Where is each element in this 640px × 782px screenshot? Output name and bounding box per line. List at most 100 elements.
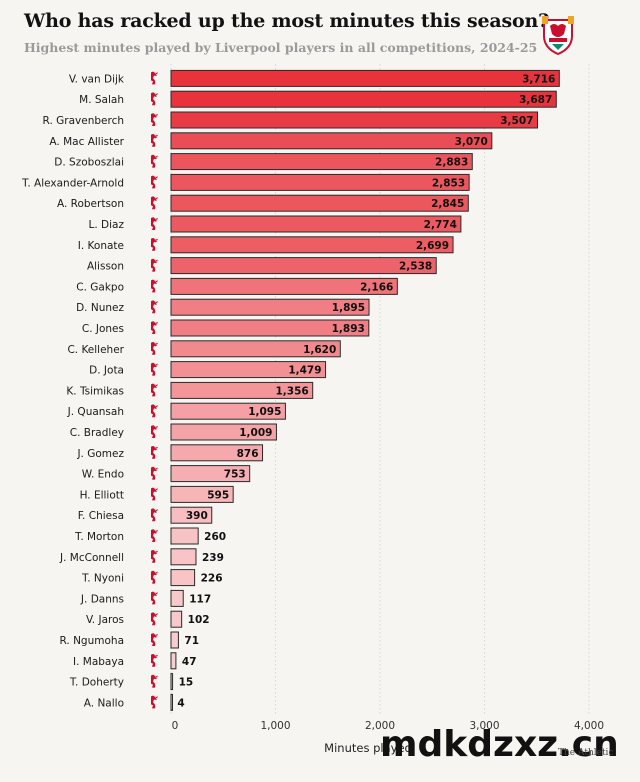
data-label: 1,095	[248, 406, 281, 418]
category-label: J. Quansah	[67, 406, 124, 418]
watermark: mdkdzxz.cn	[380, 724, 619, 765]
liverbird-icon	[151, 591, 158, 605]
liverbird-icon	[151, 674, 158, 688]
category-label: H. Elliott	[80, 489, 124, 501]
bar	[170, 631, 179, 649]
category-label: C. Gakpo	[76, 281, 124, 293]
liverbird-icon	[151, 654, 158, 667]
bar	[170, 381, 314, 399]
liverbird-icon	[151, 258, 158, 272]
liverbird-icon	[151, 487, 158, 501]
data-label: 3,070	[455, 136, 488, 148]
bar	[170, 506, 213, 524]
category-label: K. Tsimikas	[66, 385, 124, 397]
category-label: T. Morton	[74, 531, 124, 543]
data-label: 3,687	[519, 94, 552, 106]
data-label: 390	[186, 510, 208, 522]
liverbird-icon	[151, 279, 158, 293]
category-label: L. Diaz	[89, 219, 125, 231]
data-label: 1,479	[288, 365, 321, 377]
category-label: J. Gomez	[76, 448, 124, 460]
bar	[170, 153, 473, 171]
x-tick-label: 1,000	[260, 720, 290, 732]
category-label: T. Nyoni	[81, 573, 124, 585]
x-tick-label: 3,000	[469, 720, 499, 732]
data-label: 239	[202, 552, 224, 564]
data-label: 2,538	[399, 261, 432, 273]
x-tick-label: 2,000	[365, 720, 395, 732]
bar	[170, 236, 454, 254]
liverbird-icon	[151, 134, 158, 147]
data-label: 15	[179, 677, 194, 689]
liverbird-icon	[151, 570, 158, 584]
category-label: A. Nallo	[84, 697, 124, 709]
bar	[170, 610, 183, 628]
liverbird-icon	[151, 362, 158, 376]
category-label: R. Ngumoha	[59, 635, 124, 647]
liverbird-icon	[151, 154, 158, 168]
category-label: M. Salah	[79, 94, 124, 106]
x-axis-label: Minutes played	[324, 741, 412, 755]
data-label: 1,009	[239, 427, 272, 439]
chart-title: Who has racked up the most minutes this …	[24, 10, 550, 32]
data-label: 2,166	[360, 281, 393, 293]
data-label: 47	[182, 656, 197, 668]
liverbird-icon	[151, 695, 158, 709]
data-label: 102	[188, 614, 210, 626]
data-label: 2,853	[432, 177, 465, 189]
category-label: V. van Dijk	[69, 73, 125, 85]
category-label: Alisson	[87, 261, 124, 273]
data-label: 3,507	[500, 115, 533, 127]
bar	[170, 257, 437, 275]
data-label: 2,699	[416, 240, 449, 252]
data-label: 1,893	[332, 323, 365, 335]
data-label: 3,716	[522, 73, 555, 85]
liverbird-icon	[151, 238, 158, 251]
category-label: T. Doherty	[69, 677, 124, 689]
x-tick-label: 4,000	[574, 720, 604, 732]
category-label: I. Mabaya	[73, 656, 124, 668]
liverbird-icon	[151, 633, 158, 646]
data-label: 1,620	[303, 344, 336, 356]
data-label: 595	[207, 489, 229, 501]
liverbird-icon	[151, 425, 158, 438]
bar	[170, 277, 398, 295]
liverbird-icon	[151, 404, 158, 418]
bar	[170, 111, 538, 129]
liverbird-icon	[151, 446, 158, 459]
category-label: D. Nunez	[76, 302, 124, 314]
credit: The Athletic	[558, 748, 614, 758]
bar	[170, 465, 251, 483]
bar	[170, 527, 199, 545]
liverbird-icon	[151, 550, 158, 563]
category-label: W. Endo	[82, 469, 124, 481]
bar	[170, 423, 277, 441]
category-label: A. Mac Allister	[49, 136, 124, 148]
data-label: 2,774	[424, 219, 457, 231]
category-label: R. Gravenberch	[43, 115, 124, 127]
liverpool-crest-icon	[542, 16, 574, 56]
liverbird-icon	[151, 300, 158, 314]
data-label: 4	[177, 697, 184, 709]
bar	[170, 69, 560, 87]
bar	[170, 652, 177, 670]
liverbird-icon	[151, 217, 158, 230]
category-label: C. Bradley	[70, 427, 124, 439]
category-label: A. Robertson	[57, 198, 124, 210]
category-label: D. Jota	[89, 365, 124, 377]
liverbird-icon	[151, 175, 158, 189]
data-label: 876	[237, 448, 259, 460]
bar	[170, 319, 370, 337]
bar	[170, 340, 341, 358]
bar	[170, 90, 557, 108]
bar	[170, 194, 469, 212]
data-label: 1,356	[275, 385, 308, 397]
category-label: V. Jaros	[86, 614, 124, 626]
bar	[170, 589, 184, 607]
bar	[170, 673, 174, 691]
data-label: 226	[201, 573, 223, 585]
data-label: 260	[204, 531, 226, 543]
category-label: D. Szoboszlai	[54, 157, 124, 169]
bar	[170, 173, 470, 191]
